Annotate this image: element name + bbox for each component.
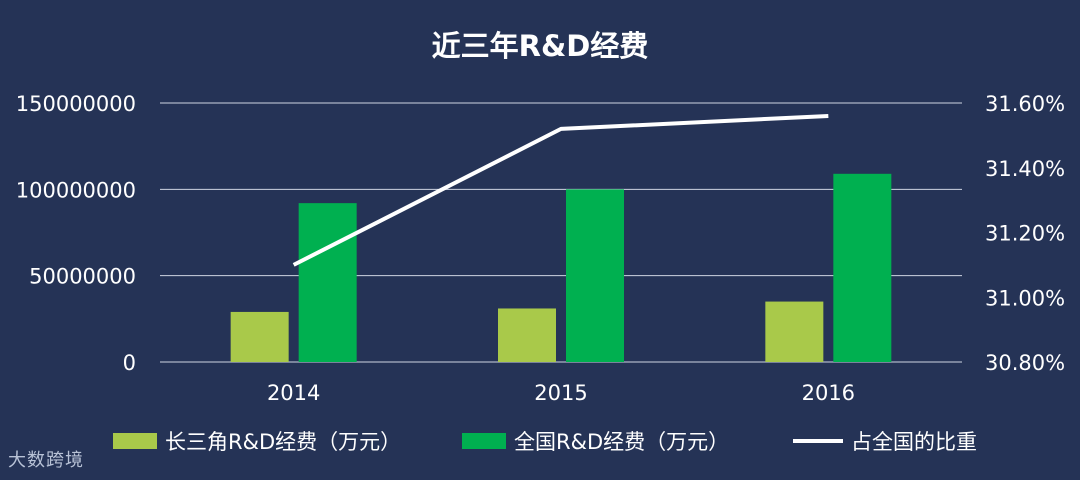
bar-series-2	[298, 203, 357, 362]
bar-series-2	[566, 189, 624, 362]
ratio-line-path	[292, 113, 829, 267]
y-right-tick-label: 31.20%	[985, 222, 1065, 246]
y-left-tick-label: 150000000	[16, 92, 136, 116]
y-left-tick-label: 100000000	[16, 178, 136, 202]
y-right-tick-label: 31.00%	[985, 286, 1065, 310]
legend-swatch-2	[462, 433, 506, 449]
y-right-tick-label: 31.60%	[985, 92, 1065, 116]
y-right-tick-label: 30.80%	[985, 351, 1065, 375]
legend: 长三角R&D经费（万元） 全国R&D经费（万元） 占全国的比重	[113, 430, 977, 454]
x-tick-label: 2016	[802, 381, 855, 405]
bar-series-1	[230, 311, 289, 362]
bar-series-1	[765, 301, 824, 362]
chart-title: 近三年R&D经费	[432, 29, 649, 63]
grid-lines	[160, 102, 962, 363]
y-left-tick-label: 0	[123, 351, 136, 375]
ratio-line	[292, 113, 829, 267]
x-tick-label: 2014	[267, 381, 320, 405]
bar-series-1	[498, 308, 556, 362]
axis-labels: 0 50000000 100000000 150000000 30.80% 31.00% 3…	[16, 92, 1065, 405]
y-left-tick-label: 50000000	[29, 265, 136, 289]
legend-label-2: 全国R&D经费（万元）	[514, 430, 729, 454]
legend-label-1: 长三角R&D经费（万元）	[165, 430, 401, 454]
legend-label-3: 占全国的比重	[851, 430, 977, 454]
x-tick-label: 2015	[534, 381, 587, 405]
legend-swatch-1	[113, 433, 157, 449]
bar-series-2	[833, 173, 892, 362]
y-right-tick-label: 31.40%	[985, 157, 1065, 181]
watermark-logo: 大数跨境	[8, 450, 84, 471]
bars	[230, 173, 892, 362]
